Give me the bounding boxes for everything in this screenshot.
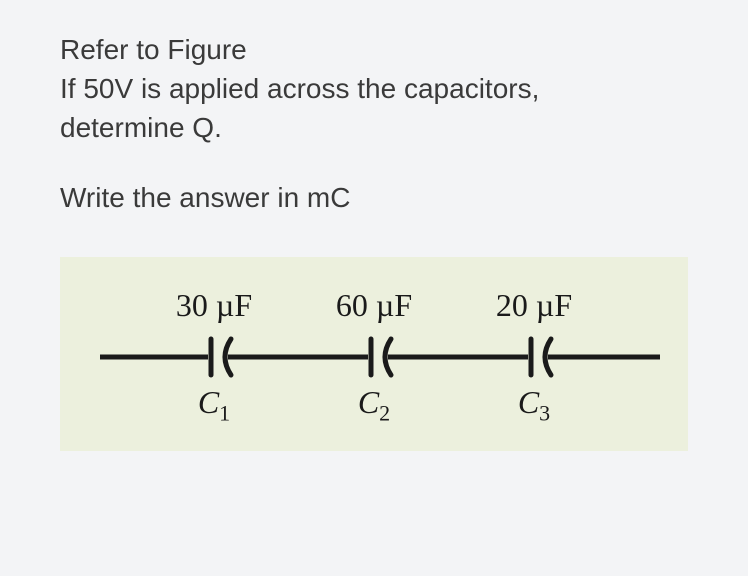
cap-label-2: C2 [309,384,439,426]
circuit-diagram [100,332,660,382]
question-line-1: Refer to Figure [60,30,688,69]
question-block: Refer to Figure If 50V is applied across… [60,30,688,217]
figure-block: 30 µF 60 µF 20 µF C1 C2 C3 [60,257,688,451]
question-line-4: Write the answer in mC [60,178,688,217]
question-line-2: If 50V is applied across the capacitors, [60,69,688,108]
capacitor-labels-row: C1 C2 C3 [100,384,648,426]
cap-value-1: 30 µF [149,287,279,324]
question-line-3: determine Q. [60,108,688,147]
cap-value-3: 20 µF [469,287,599,324]
capacitor-values-row: 30 µF 60 µF 20 µF [100,287,648,324]
cap-label-1: C1 [149,384,279,426]
cap-value-2: 60 µF [309,287,439,324]
cap-label-3: C3 [469,384,599,426]
